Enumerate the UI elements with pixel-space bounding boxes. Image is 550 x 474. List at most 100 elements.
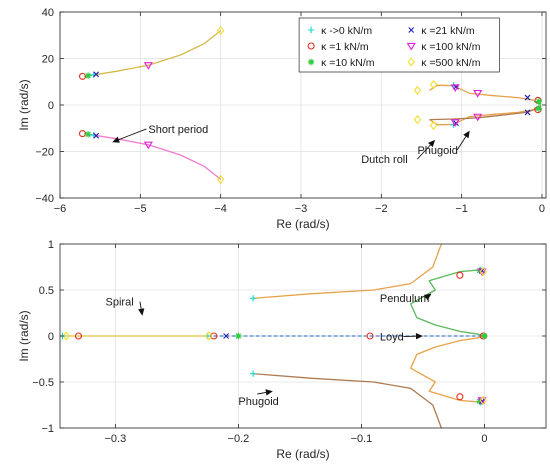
legend-label-4: κ =10 kN/m — [321, 57, 375, 69]
point-k21-4 — [524, 94, 531, 101]
point-k1-3 — [534, 106, 542, 114]
x-tick-label: −3 — [295, 203, 308, 215]
y-tick-label: 0 — [48, 100, 54, 112]
point-k500-4 — [413, 85, 422, 96]
point-k100-2 — [450, 84, 460, 93]
y-tick-label: 1 — [48, 239, 54, 251]
point-k500-1 — [216, 174, 225, 185]
point-k500-5 — [413, 114, 422, 125]
legend-label-5: κ =500 kN/m — [421, 57, 480, 69]
legend-box — [298, 17, 500, 73]
annotation-label-1: Pendulum — [380, 293, 430, 305]
point-k500-1 — [205, 331, 213, 341]
point-k21-5 — [524, 109, 531, 116]
annotation-label-3: Phugoid — [238, 396, 278, 408]
line-pendulum-upper — [410, 269, 485, 337]
point-k10-2 — [476, 398, 483, 405]
top-chart: −6 −5 −4 −3 −2 −1 0 −40 −20 0 20 40 Re (rad/s) Im (ra… — [17, 7, 547, 231]
point-k100-0 — [143, 62, 153, 70]
x-tick-label: 0 — [481, 433, 487, 445]
bottom-chart: −0.3 −0.2 −0.1 0 −1 −0.5 0 0.5 1 Re (rad/s) Im (ra… — [17, 239, 547, 461]
x-axis-label: Re (rad/s) — [276, 217, 329, 231]
annotation-label-0: Short period — [148, 124, 208, 136]
y-tick-label: −40 — [35, 193, 54, 205]
annotation-arrow-head-2 — [415, 333, 423, 340]
legend: κ ->0 kN/m κ =21 kN/m κ =1 kN/m κ =100 kN/m… — [298, 17, 500, 73]
point-k0-0 — [249, 295, 257, 302]
series-lines — [60, 244, 485, 428]
line-dutch-upper — [253, 244, 443, 299]
point-k10-3 — [535, 105, 542, 112]
annotation-label-2: Phugoid — [417, 145, 457, 157]
point-k100-3 — [450, 119, 460, 127]
series-points — [78, 25, 542, 185]
line-dutch-upper — [429, 84, 535, 101]
x-tick-label: −0.2 — [228, 433, 250, 445]
point-k1-4 — [456, 393, 464, 401]
y-tick-label: 0 — [48, 331, 54, 343]
point-k100-1 — [143, 141, 153, 150]
annotation-arrow-head-1 — [428, 139, 436, 148]
point-k10-0 — [235, 332, 242, 340]
legend-marker-3 — [406, 42, 416, 51]
point-k500-3 — [429, 120, 438, 131]
line-dutch-lower — [429, 109, 535, 126]
point-k1-2 — [366, 332, 374, 340]
line-phugoid-lower — [253, 373, 443, 428]
point-k500-0 — [216, 25, 225, 36]
legend-marker-0 — [307, 26, 315, 34]
annotation-label-1: Dutch roll — [361, 154, 407, 166]
annotation-arrow-line-0 — [139, 301, 142, 309]
point-k21-0 — [93, 71, 100, 78]
point-k500-2 — [479, 266, 487, 277]
x-tick-label: −2 — [375, 203, 388, 215]
annotation-arrow-line-2 — [456, 136, 467, 151]
point-k1-1 — [78, 130, 87, 138]
point-k500-3 — [479, 395, 487, 406]
point-k1-2 — [534, 96, 542, 104]
point-k1-1 — [210, 332, 218, 340]
point-k10-2 — [535, 98, 542, 105]
y-axis-label: Im (rad/s) — [17, 310, 31, 361]
point-k1-0 — [74, 332, 83, 340]
y-tick-label: 40 — [42, 7, 54, 19]
point-k500-0 — [62, 331, 70, 341]
legend-label-0: κ ->0 kN/m — [321, 25, 372, 37]
legend-marker-4 — [307, 58, 315, 66]
point-k21-0 — [223, 333, 229, 339]
point-k10-3 — [481, 332, 488, 340]
y-axis-label: Im (rad/s) — [17, 79, 31, 130]
x-tick-label: 0 — [539, 203, 545, 215]
annotation-label-2: Loyd — [380, 332, 404, 344]
point-k21-1 — [93, 132, 100, 139]
y-tick-label: −20 — [35, 147, 54, 159]
legend-label-2: κ =1 kN/m — [321, 41, 369, 53]
annotation-label-0: Spiral — [106, 297, 134, 309]
y-tick-label: −0.5 — [32, 377, 54, 389]
x-tick-label: −1 — [455, 203, 468, 215]
line-pendulum-lower — [410, 335, 485, 403]
x-axis-label: Re (rad/s) — [276, 447, 329, 461]
legend-marker-1 — [408, 27, 415, 33]
annotation-arrow-head-3 — [265, 389, 273, 396]
series-points — [60, 266, 488, 406]
annotation-arrow-head-1 — [423, 293, 432, 301]
point-k500-2 — [429, 79, 438, 90]
y-tick-label: 0.5 — [39, 285, 54, 297]
x-tick-label: −0.1 — [351, 433, 373, 445]
point-k10-0 — [84, 72, 92, 79]
x-tick-label: −0.3 — [105, 433, 127, 445]
legend-marker-2 — [307, 42, 315, 50]
annotation-arrow-line-1 — [416, 144, 431, 160]
point-k1-3 — [456, 271, 464, 279]
legend-label-3: κ =100 kN/m — [421, 41, 480, 53]
annotation-arrow-head-2 — [463, 130, 470, 139]
annotation-arrow-head-0 — [112, 136, 120, 143]
y-tick-label: 20 — [42, 54, 54, 66]
x-tick-label: −5 — [134, 203, 147, 215]
x-tick-label: −6 — [54, 203, 67, 215]
y-tick-label: −1 — [41, 423, 54, 435]
legend-label-1: κ =21 kN/m — [421, 25, 475, 37]
point-k100-4 — [473, 89, 483, 98]
point-k1-0 — [78, 72, 87, 80]
